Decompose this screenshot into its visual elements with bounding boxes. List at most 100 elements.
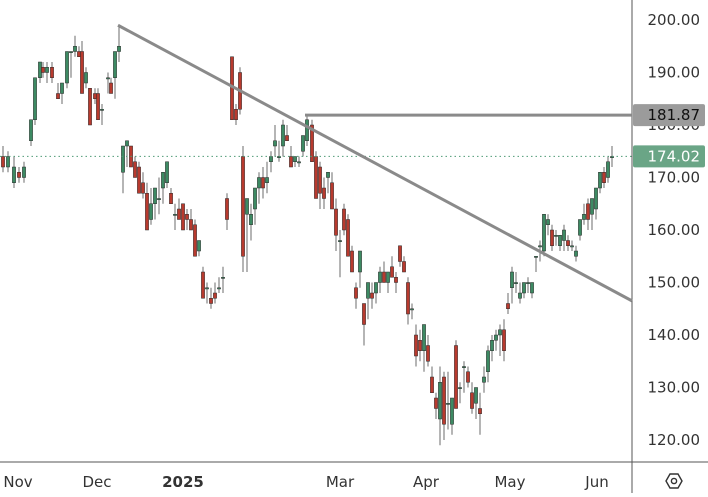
candle[interactable] — [41, 62, 45, 78]
candle[interactable] — [398, 245, 402, 267]
candle[interactable] — [482, 366, 486, 393]
candle[interactable] — [153, 187, 157, 220]
price-axis[interactable]: 200.00190.00180.00170.00160.00150.00140.… — [631, 0, 705, 493]
candle[interactable] — [390, 256, 394, 278]
candle[interactable] — [277, 140, 281, 162]
candle[interactable] — [566, 235, 570, 251]
candle[interactable] — [217, 277, 221, 293]
plot-area[interactable] — [1, 25, 614, 446]
candle[interactable] — [50, 62, 54, 83]
candle[interactable] — [586, 198, 590, 231]
candle[interactable] — [426, 335, 430, 367]
candle[interactable] — [125, 140, 129, 167]
candle[interactable] — [514, 272, 518, 293]
candle[interactable] — [100, 104, 104, 125]
candle[interactable] — [374, 282, 378, 304]
chart-settings-button[interactable] — [665, 473, 683, 489]
candle[interactable] — [554, 230, 558, 246]
candle[interactable] — [522, 282, 526, 299]
candle[interactable] — [117, 25, 121, 62]
candle[interactable] — [358, 250, 362, 288]
candle[interactable] — [546, 214, 550, 236]
candle[interactable] — [338, 230, 342, 278]
candle[interactable] — [137, 161, 141, 194]
candle[interactable] — [394, 272, 398, 293]
candle[interactable] — [289, 146, 293, 168]
candle[interactable] — [185, 209, 189, 230]
candle[interactable] — [261, 167, 265, 199]
candle[interactable] — [45, 62, 49, 83]
candle[interactable] — [438, 366, 442, 446]
candle[interactable] — [474, 387, 478, 420]
candle[interactable] — [490, 335, 494, 362]
candle[interactable] — [470, 382, 474, 414]
candle[interactable] — [542, 214, 546, 257]
candle[interactable] — [506, 293, 510, 314]
candle[interactable] — [169, 188, 173, 204]
candle[interactable] — [578, 219, 582, 241]
candle[interactable] — [38, 61, 42, 83]
candle[interactable] — [382, 261, 386, 283]
candle[interactable] — [201, 266, 205, 299]
candle[interactable] — [17, 167, 21, 183]
candle[interactable] — [518, 282, 522, 304]
candle[interactable] — [165, 161, 169, 188]
candle[interactable] — [149, 188, 153, 225]
candle[interactable] — [65, 51, 69, 89]
candle[interactable] — [446, 371, 450, 430]
trendline[interactable] — [117, 23, 633, 303]
candle[interactable] — [234, 104, 238, 125]
candle[interactable] — [450, 397, 454, 435]
candle[interactable] — [314, 151, 318, 199]
candle[interactable] — [550, 224, 554, 251]
candle[interactable] — [193, 219, 197, 257]
candle[interactable] — [213, 282, 217, 304]
candle[interactable] — [322, 177, 326, 210]
candle[interactable] — [354, 282, 358, 309]
candle[interactable] — [510, 266, 514, 304]
candle[interactable] — [418, 329, 422, 362]
candle[interactable] — [606, 156, 610, 183]
candle[interactable] — [574, 245, 578, 262]
candle[interactable] — [305, 114, 309, 147]
candle[interactable] — [462, 361, 466, 393]
candle[interactable] — [362, 303, 366, 346]
candle[interactable] — [73, 35, 77, 57]
candle[interactable] — [378, 266, 382, 293]
candle[interactable] — [346, 214, 350, 257]
candle[interactable] — [12, 156, 16, 189]
candle[interactable] — [56, 83, 60, 99]
candle[interactable] — [181, 203, 185, 231]
candle[interactable] — [209, 287, 213, 309]
candle[interactable] — [562, 224, 566, 251]
candle[interactable] — [430, 366, 434, 393]
candle[interactable] — [145, 182, 149, 231]
candle[interactable] — [422, 324, 426, 372]
candle[interactable] — [526, 277, 530, 293]
candle[interactable] — [221, 266, 225, 293]
candle[interactable] — [502, 319, 506, 362]
candle[interactable] — [297, 156, 301, 168]
candle[interactable] — [281, 119, 285, 157]
candle[interactable] — [558, 235, 562, 251]
candle[interactable] — [265, 161, 269, 194]
candle[interactable] — [293, 156, 297, 168]
candle[interactable] — [157, 177, 161, 215]
candle[interactable] — [350, 245, 354, 273]
candle[interactable] — [326, 172, 330, 194]
candle[interactable] — [88, 88, 92, 126]
candle[interactable] — [273, 125, 277, 157]
candle[interactable] — [173, 203, 177, 230]
candle[interactable] — [342, 203, 346, 236]
candle[interactable] — [598, 172, 602, 194]
candle[interactable] — [590, 198, 594, 231]
candle[interactable] — [454, 340, 458, 409]
candle[interactable] — [29, 119, 33, 146]
candle[interactable] — [109, 77, 113, 94]
candle[interactable] — [225, 193, 229, 230]
candle[interactable] — [93, 88, 97, 104]
candle[interactable] — [141, 172, 145, 199]
candle[interactable] — [197, 240, 201, 257]
candle[interactable] — [84, 67, 88, 89]
